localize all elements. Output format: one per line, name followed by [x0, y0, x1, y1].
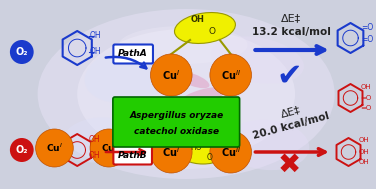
Ellipse shape [179, 140, 227, 164]
FancyBboxPatch shape [114, 44, 153, 64]
FancyBboxPatch shape [113, 97, 240, 147]
Text: O₂: O₂ [15, 145, 28, 155]
Text: O: O [207, 153, 213, 161]
Circle shape [150, 131, 192, 173]
Text: OH: OH [89, 136, 101, 145]
Text: =O: =O [361, 22, 374, 32]
Text: Aspergillus oryzae: Aspergillus oryzae [129, 112, 223, 121]
Text: Cu$^{II}$: Cu$^{II}$ [221, 145, 241, 159]
Text: OH: OH [90, 32, 102, 40]
Text: =O: =O [361, 36, 374, 44]
Text: Cu$^I$: Cu$^I$ [162, 68, 180, 82]
Ellipse shape [62, 117, 136, 163]
Ellipse shape [85, 47, 173, 103]
Ellipse shape [153, 109, 193, 127]
Text: =O: =O [360, 95, 371, 101]
Text: 20.0 kcal/mol: 20.0 kcal/mol [252, 111, 331, 141]
Text: ΔE‡: ΔE‡ [280, 105, 302, 119]
Ellipse shape [177, 72, 209, 88]
Text: OH: OH [191, 15, 205, 25]
Text: OH: OH [358, 149, 369, 155]
Text: O₂: O₂ [15, 47, 28, 57]
Text: Cu$^I$: Cu$^I$ [162, 145, 180, 159]
Text: catechol oxidase: catechol oxidase [134, 128, 219, 136]
Text: O: O [208, 28, 215, 36]
Text: ✖: ✖ [277, 151, 301, 179]
Text: PathB: PathB [118, 150, 147, 160]
Ellipse shape [77, 29, 295, 159]
Circle shape [150, 54, 192, 96]
Text: 13.2 kcal/mol: 13.2 kcal/mol [252, 27, 331, 37]
Circle shape [10, 138, 34, 162]
Text: =O: =O [360, 105, 371, 111]
Circle shape [210, 131, 252, 173]
Text: Cu$^I$: Cu$^I$ [100, 142, 117, 154]
Ellipse shape [172, 87, 224, 113]
FancyBboxPatch shape [114, 146, 152, 164]
Circle shape [10, 40, 34, 64]
Text: ΔE‡: ΔE‡ [281, 13, 301, 23]
Text: OH: OH [358, 159, 369, 165]
Text: PathA: PathA [118, 50, 148, 59]
Ellipse shape [116, 131, 250, 169]
Text: Cu$^I$: Cu$^I$ [46, 142, 63, 154]
Text: OH: OH [358, 137, 369, 143]
Circle shape [90, 129, 128, 167]
Ellipse shape [38, 9, 335, 179]
Ellipse shape [119, 26, 247, 64]
Ellipse shape [211, 36, 304, 84]
Text: OH: OH [360, 84, 371, 90]
Text: HO: HO [190, 143, 202, 152]
Circle shape [210, 54, 252, 96]
Ellipse shape [225, 120, 309, 170]
Text: OH: OH [89, 150, 101, 160]
Circle shape [36, 129, 73, 167]
Text: ✔: ✔ [276, 61, 302, 91]
Text: OH: OH [90, 47, 102, 57]
Ellipse shape [190, 125, 236, 139]
Text: Cu$^{II}$: Cu$^{II}$ [221, 68, 241, 82]
Ellipse shape [174, 12, 235, 43]
